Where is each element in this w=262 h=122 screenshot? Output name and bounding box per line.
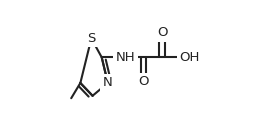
Text: N: N [103, 76, 113, 89]
Text: O: O [138, 75, 149, 88]
Text: NH: NH [116, 51, 135, 64]
Text: OH: OH [179, 51, 200, 64]
Text: O: O [157, 26, 167, 39]
Text: S: S [87, 32, 96, 45]
